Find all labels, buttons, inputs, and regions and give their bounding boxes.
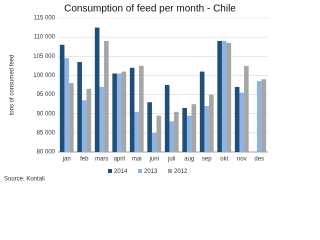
bar	[191, 104, 197, 152]
y-tick-label: 90 000	[37, 111, 56, 117]
y-tick-label: 105 000	[33, 54, 55, 60]
bar	[139, 65, 144, 152]
bar	[244, 65, 249, 152]
bar	[94, 27, 100, 153]
chart: Consumption of feed per month - Chile to…	[4, 3, 268, 183]
legend-swatch	[168, 169, 172, 173]
x-tick-label: jan	[62, 157, 71, 163]
chart-title: Consumption of feed per month - Chile	[64, 4, 236, 15]
source: Source: Kontali	[4, 177, 45, 183]
bar	[112, 73, 117, 152]
x-tick-label: aug	[184, 157, 194, 163]
bar	[226, 42, 232, 153]
x-tick-label: juli	[167, 157, 175, 163]
y-tick-label: 110 000	[34, 35, 56, 41]
bar	[69, 83, 74, 152]
bar	[99, 86, 105, 152]
x-tick-label: mars	[95, 157, 108, 163]
y-tick-label: 95 000	[37, 92, 56, 98]
bar	[186, 115, 192, 152]
bar	[169, 121, 175, 152]
bar	[147, 102, 152, 152]
bar	[221, 40, 227, 152]
legend-label: 2013	[144, 169, 158, 175]
bar	[209, 94, 214, 152]
x-tick-label: april	[114, 157, 125, 163]
x-tick-label: okt	[220, 157, 228, 163]
bar	[164, 85, 170, 152]
x-tick-label: des	[254, 157, 264, 163]
bar	[261, 79, 267, 152]
legend-swatch	[138, 169, 142, 173]
legend-label: 2014	[114, 169, 128, 175]
bar	[217, 40, 222, 152]
bar	[77, 62, 82, 152]
bar	[59, 44, 65, 152]
bar	[156, 115, 162, 152]
bar	[116, 73, 122, 152]
legend-label: 2012	[174, 169, 188, 175]
bar	[134, 111, 140, 152]
x-tick-label: nov	[237, 157, 247, 163]
bar	[199, 71, 205, 152]
bar	[151, 132, 157, 152]
x-tick-label: mai	[132, 157, 142, 163]
x-tick-label: juni	[149, 157, 159, 163]
bar	[81, 100, 87, 152]
x-tick-label: feb	[80, 157, 89, 163]
legend-swatch	[108, 169, 112, 173]
bar	[174, 111, 179, 152]
y-tick-label: 100 000	[33, 73, 55, 79]
y-tick-label: 115 000	[34, 16, 56, 22]
bar	[204, 106, 210, 152]
bar	[104, 40, 109, 152]
y-tick-label: 80 000	[37, 150, 56, 156]
bar	[182, 107, 187, 152]
bar	[239, 92, 245, 152]
bar	[234, 86, 240, 152]
bar	[121, 71, 127, 152]
y-tick-label: 85 000	[37, 130, 56, 136]
y-axis-label: tons of consumed feed	[10, 55, 16, 116]
x-tick-label: sep	[202, 157, 212, 163]
bar	[256, 81, 262, 152]
bar	[129, 67, 135, 152]
bar	[86, 88, 92, 152]
bar	[64, 58, 70, 153]
